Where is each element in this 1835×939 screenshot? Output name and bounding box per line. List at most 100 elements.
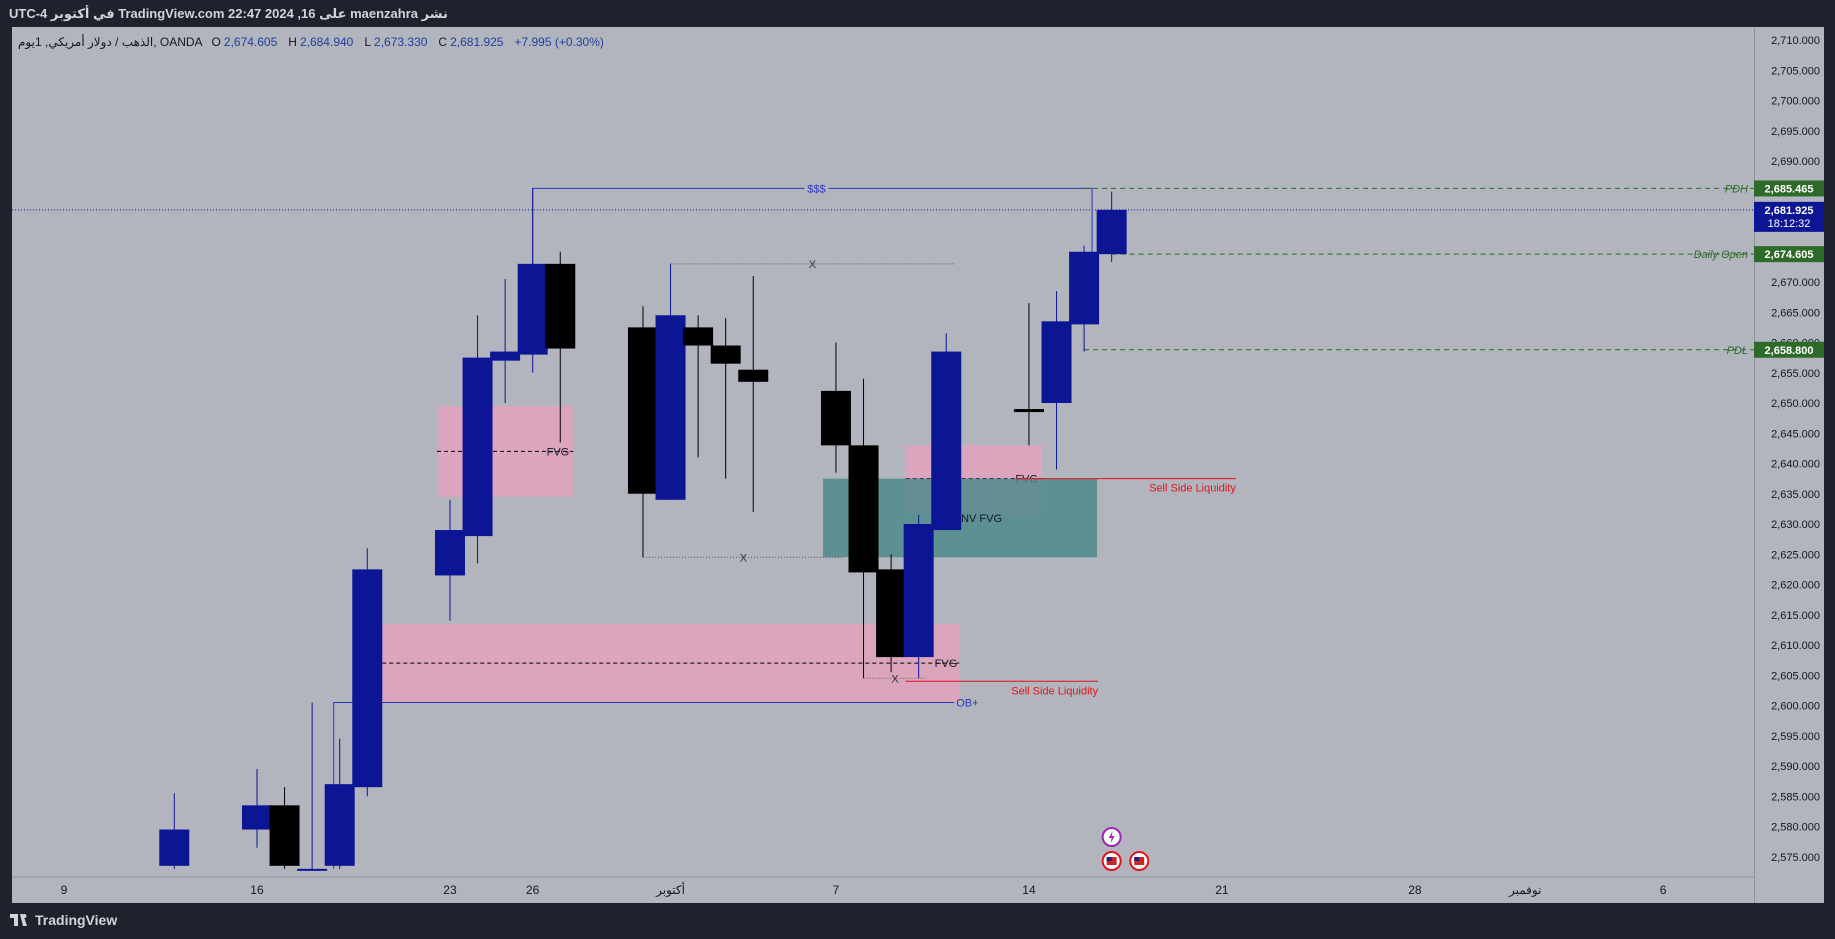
symbol-legend: الذهب / دولار أمريكي, 1يوم, OANDA O 2,674…	[18, 35, 612, 49]
bull-candle-body	[931, 351, 962, 531]
bear-candle-body	[627, 327, 658, 494]
bear-candle-body	[848, 445, 879, 573]
legend-high-label: H	[288, 35, 297, 49]
candle	[490, 278, 521, 403]
bull-candle-body	[462, 357, 493, 537]
us-flag-icon	[1129, 851, 1150, 871]
legend-low-label: L	[364, 35, 372, 49]
legend-symbol: الذهب / دولار أمريكي, 1يوم, OANDA	[18, 35, 203, 49]
last-price-badge	[1754, 201, 1824, 232]
price-tick-label: 2,690.000	[1771, 156, 1820, 168]
price-badge	[1754, 246, 1824, 263]
bull-candle-body	[297, 868, 328, 871]
bull-candle-body	[1096, 209, 1127, 255]
last-price-countdown: 18:12:32	[1768, 218, 1811, 230]
candle	[903, 514, 934, 679]
fvg-label: FVG	[935, 658, 958, 670]
bull-candle-body	[490, 351, 521, 361]
chart-pane[interactable]: FVG FVG INV FVG $$$ OB+ Sell Side Liquidity Se…	[12, 27, 1754, 903]
fvg-label: FVG	[547, 446, 570, 458]
price-axis-svg[interactable]: 2,575.000 2,580.000 2,585.000 2,590.000 2,59…	[1754, 27, 1824, 903]
candle	[848, 378, 879, 679]
price-tick-label: 2,580.000	[1771, 822, 1820, 834]
legend-close: 2,681.925	[450, 35, 504, 49]
flag-canton	[1106, 857, 1112, 861]
candle	[434, 499, 465, 621]
bull-candle-body	[324, 784, 355, 866]
price-tick-label: 2,645.000	[1771, 428, 1820, 440]
price-badge	[1754, 180, 1824, 197]
candle	[876, 554, 907, 673]
legend-change: +7.995 (+0.30%)	[514, 35, 604, 49]
time-tick-label: أكتوبر	[655, 882, 685, 897]
liquidity-label-bg	[804, 181, 829, 195]
candle	[545, 251, 576, 443]
legend-close-label: C	[438, 35, 448, 49]
lightning-glyph	[1108, 831, 1115, 843]
sweep-x-label: X	[891, 673, 899, 685]
legend-open: 2,674.605	[223, 35, 278, 49]
publish-info: نشر maenzahra على TradingView.com 22:47 …	[9, 6, 448, 21]
price-tick-label: 2,700.000	[1771, 96, 1820, 108]
candle	[297, 702, 328, 871]
price-tick-label: 2,615.000	[1771, 610, 1820, 622]
bear-candle-body	[683, 327, 714, 346]
right-edge	[1824, 27, 1835, 903]
bear-candle-body	[738, 369, 769, 382]
footer-bar: TradingView	[0, 903, 1835, 939]
time-tick-label: 23	[443, 883, 457, 897]
price-tick-label: 2,635.000	[1771, 489, 1820, 501]
candle	[241, 769, 272, 848]
bear-candle-body	[820, 390, 851, 446]
order-block-label: OB+	[956, 697, 978, 709]
price-tick-label: 2,655.000	[1771, 368, 1820, 380]
sell-side-liquidity-label: Sell Side Liquidity	[1011, 685, 1098, 697]
bull-candle-body	[159, 829, 190, 866]
bear-candle-body	[710, 345, 741, 364]
candle	[517, 188, 548, 373]
candle	[324, 738, 355, 869]
price-badge-value: 2,674.605	[1765, 249, 1814, 261]
price-tick-label: 2,695.000	[1771, 126, 1820, 138]
legend-open-label: O	[211, 35, 221, 49]
price-tick-label: 2,585.000	[1771, 791, 1820, 803]
time-axis-bg	[12, 877, 1754, 903]
lightning-icon	[1101, 827, 1122, 847]
price-tick-label: 2,665.000	[1771, 307, 1820, 319]
candle	[655, 263, 686, 500]
liquidity-label: $$$	[807, 183, 825, 195]
price-badge-value: 2,658.800	[1765, 345, 1814, 357]
tradingview-brand: TradingView	[35, 912, 118, 928]
candle	[738, 275, 769, 512]
time-tick-label: 6	[1660, 883, 1667, 897]
price-tick-label: 2,650.000	[1771, 398, 1820, 410]
sweep-x-label: X	[740, 552, 748, 564]
candle	[1041, 291, 1072, 470]
price-tick-label: 2,600.000	[1771, 701, 1820, 713]
candle	[931, 333, 962, 531]
candle	[269, 787, 300, 869]
badge-ref-label: PDL	[1727, 345, 1748, 357]
time-tick-label: 9	[61, 883, 68, 897]
chart-plot[interactable]: FVG FVG INV FVG $$$ OB+ Sell Side Liquidity Se…	[12, 27, 1754, 903]
bull-candle-body	[434, 530, 465, 576]
plot-background	[12, 27, 1754, 903]
price-tick-label: 2,705.000	[1771, 65, 1820, 77]
candle	[1096, 191, 1127, 262]
bear-candle-body	[545, 263, 576, 349]
time-tick-label: 7	[833, 883, 840, 897]
tradingview-logo[interactable]: TradingView	[10, 912, 117, 928]
price-badge-value: 2,685.465	[1765, 183, 1814, 195]
price-axis[interactable]: 2,575.000 2,580.000 2,585.000 2,590.000 2,59…	[1754, 27, 1824, 903]
bull-candle-body	[241, 805, 272, 830]
price-tick-label: 2,630.000	[1771, 519, 1820, 531]
badge-ref-label: Daily Open	[1694, 249, 1748, 261]
last-price-value: 2,681.925	[1765, 205, 1814, 217]
price-tick-label: 2,575.000	[1771, 852, 1820, 864]
price-tick-label: 2,605.000	[1771, 670, 1820, 682]
candle	[1013, 303, 1044, 446]
sell-side-liquidity-label: Sell Side Liquidity	[1149, 483, 1236, 495]
price-badge	[1754, 341, 1824, 358]
price-axis-bg	[1754, 27, 1824, 903]
legend-high: 2,684.940	[299, 35, 354, 49]
